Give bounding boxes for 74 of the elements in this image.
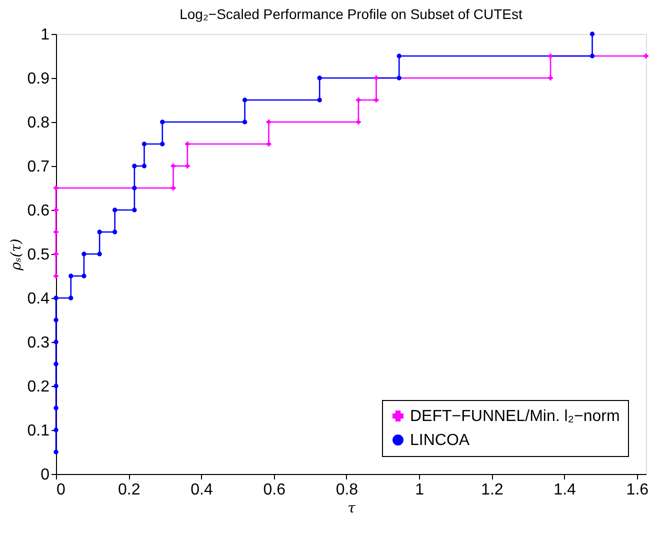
- point: [170, 164, 176, 168]
- legend-label: DEFT−FUNNEL/Min. l₂−norm: [410, 408, 620, 425]
- point: [242, 120, 248, 124]
- chart-title: Log₂−Scaled Performance Profile on Subset of CUTEst: [180, 6, 522, 22]
- point: [356, 98, 361, 102]
- point: [82, 274, 86, 278]
- x-axis-title: τ: [348, 500, 356, 516]
- point: [160, 142, 165, 146]
- point: [68, 274, 74, 278]
- x-tick-label: 0.4: [190, 482, 213, 498]
- point: [54, 296, 58, 300]
- point: [548, 54, 553, 58]
- x-tick-label: 0.6: [263, 482, 286, 498]
- y-tick-label: 0.3: [27, 334, 50, 352]
- point: [590, 32, 595, 36]
- point: [54, 384, 58, 388]
- point: [170, 186, 176, 190]
- legend-label: LINCOA: [410, 432, 470, 449]
- point: [54, 340, 58, 344]
- point: [54, 318, 58, 322]
- point: [97, 252, 102, 256]
- point: [132, 208, 137, 212]
- x-tick-label: 0.2: [118, 482, 140, 498]
- point: [590, 54, 595, 58]
- x-tick-label: 1: [415, 482, 424, 498]
- y-tick-label: 0.4: [27, 290, 50, 308]
- x-tick-label: 1.4: [554, 482, 576, 498]
- point: [242, 98, 248, 102]
- point: [374, 76, 379, 80]
- point: [142, 164, 147, 168]
- point: [317, 76, 322, 80]
- y-tick-label: 0.6: [27, 202, 50, 220]
- x-tick-label: 0.8: [336, 482, 358, 498]
- x-tick-label: 0: [56, 482, 66, 498]
- y-tick-label: 1: [40, 26, 50, 44]
- point: [266, 142, 272, 146]
- point: [68, 296, 74, 300]
- point: [54, 450, 58, 454]
- x-tick-label: 1.2: [481, 482, 504, 498]
- point: [54, 208, 58, 212]
- point: [548, 76, 553, 80]
- y-axis-title: ρₛ(τ): [8, 238, 24, 272]
- point: [317, 98, 322, 102]
- y-tick-label: 0.5: [27, 246, 50, 264]
- point: [132, 186, 137, 190]
- y-tick-label: 0: [40, 466, 50, 484]
- point: [54, 252, 58, 256]
- point: [185, 142, 190, 146]
- point: [142, 142, 147, 146]
- point: [54, 428, 58, 432]
- point: [112, 230, 118, 234]
- point: [54, 274, 58, 278]
- point: [266, 120, 272, 124]
- y-tick-label: 0.8: [27, 114, 50, 132]
- point: [97, 230, 102, 234]
- x-tick-label: 1.6: [626, 482, 649, 498]
- y-tick-label: 0.2: [27, 378, 50, 396]
- y-tick-label: 0.9: [27, 70, 50, 88]
- point: [396, 76, 402, 80]
- point: [112, 208, 118, 212]
- point: [54, 230, 58, 234]
- point: [356, 120, 361, 124]
- point: [54, 186, 58, 190]
- point: [54, 406, 58, 410]
- point: [160, 120, 165, 124]
- point: [396, 54, 402, 58]
- point: [82, 252, 86, 256]
- point: [132, 164, 137, 168]
- point: [54, 362, 58, 366]
- y-tick-label: 0.1: [27, 422, 50, 440]
- point: [644, 54, 648, 58]
- y-tick-label: 0.7: [27, 158, 50, 176]
- point: [185, 164, 190, 168]
- point: [374, 98, 379, 102]
